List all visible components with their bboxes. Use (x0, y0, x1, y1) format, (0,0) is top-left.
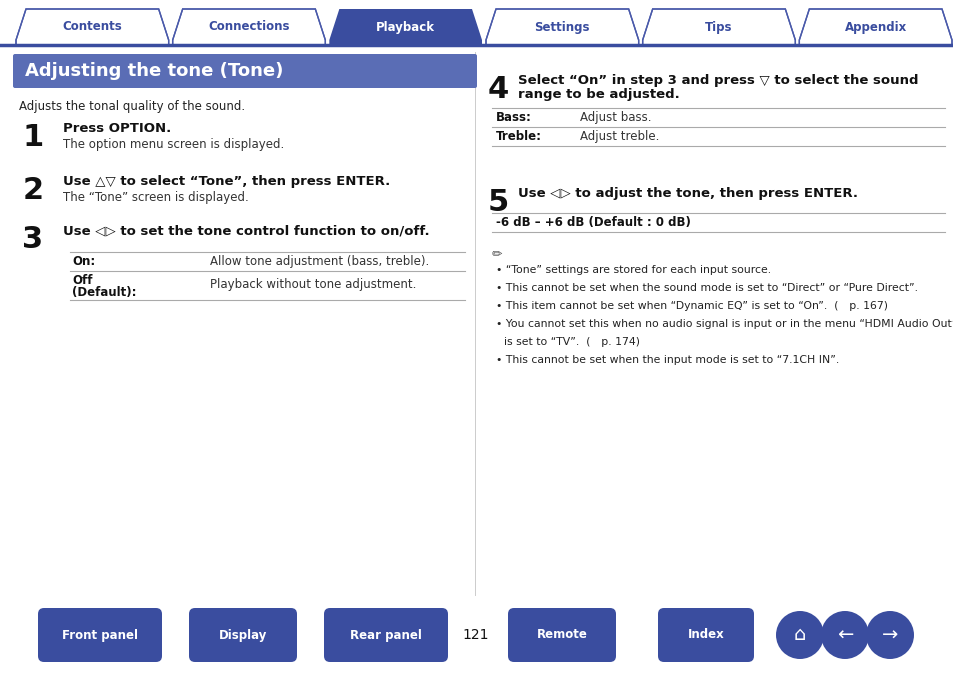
Text: 121: 121 (462, 628, 489, 642)
Text: 2: 2 (23, 176, 44, 205)
Text: Adjusts the tonal quality of the sound.: Adjusts the tonal quality of the sound. (19, 100, 245, 113)
Text: -6 dB – +6 dB (Default : 0 dB): -6 dB – +6 dB (Default : 0 dB) (496, 216, 690, 229)
Text: Display: Display (218, 629, 267, 641)
Polygon shape (172, 9, 325, 45)
Text: The option menu screen is displayed.: The option menu screen is displayed. (63, 138, 284, 151)
Text: On:: On: (71, 255, 95, 268)
Circle shape (865, 611, 913, 659)
Text: →: → (881, 625, 897, 645)
Text: • This cannot be set when the input mode is set to “7.1CH IN”.: • This cannot be set when the input mode… (496, 355, 839, 365)
Text: 3: 3 (23, 225, 44, 254)
Text: Playback without tone adjustment.: Playback without tone adjustment. (210, 278, 416, 291)
FancyBboxPatch shape (507, 608, 616, 662)
Text: • You cannot set this when no audio signal is input or in the menu “HDMI Audio O: • You cannot set this when no audio sign… (496, 319, 953, 329)
Text: The “Tone” screen is displayed.: The “Tone” screen is displayed. (63, 191, 249, 204)
Text: 5: 5 (487, 188, 508, 217)
FancyBboxPatch shape (13, 54, 476, 88)
FancyBboxPatch shape (658, 608, 753, 662)
Text: 4: 4 (487, 75, 508, 104)
Text: range to be adjusted.: range to be adjusted. (517, 88, 679, 101)
Text: Select “On” in step 3 and press ▽ to select the sound: Select “On” in step 3 and press ▽ to sel… (517, 74, 918, 87)
Text: Playback: Playback (375, 20, 435, 34)
Text: Index: Index (687, 629, 723, 641)
Polygon shape (329, 9, 481, 45)
Text: Connections: Connections (208, 20, 290, 34)
Text: Allow tone adjustment (bass, treble).: Allow tone adjustment (bass, treble). (210, 255, 429, 268)
Text: Remote: Remote (536, 629, 587, 641)
Polygon shape (642, 9, 795, 45)
Text: Adjusting the tone (Tone): Adjusting the tone (Tone) (25, 62, 283, 80)
Polygon shape (16, 9, 169, 45)
Text: Use ◁▷ to set the tone control function to on/off.: Use ◁▷ to set the tone control function … (63, 224, 429, 237)
Polygon shape (799, 9, 951, 45)
Text: • “Tone” settings are stored for each input source.: • “Tone” settings are stored for each in… (496, 265, 770, 275)
Circle shape (821, 611, 868, 659)
Text: Appendix: Appendix (843, 20, 906, 34)
Text: Press OPTION.: Press OPTION. (63, 122, 172, 135)
Text: • This item cannot be set when “Dynamic EQ” is set to “On”.  ( p. 167): • This item cannot be set when “Dynamic … (496, 301, 887, 311)
Text: Adjust bass.: Adjust bass. (579, 111, 651, 124)
Text: Treble:: Treble: (496, 130, 541, 143)
FancyBboxPatch shape (324, 608, 448, 662)
Circle shape (775, 611, 823, 659)
Text: Rear panel: Rear panel (350, 629, 421, 641)
Text: (Default):: (Default): (71, 286, 136, 299)
Text: Adjust treble.: Adjust treble. (579, 130, 659, 143)
Text: Use ◁▷ to adjust the tone, then press ENTER.: Use ◁▷ to adjust the tone, then press EN… (517, 187, 857, 200)
Text: Front panel: Front panel (62, 629, 138, 641)
Text: Use △▽ to select “Tone”, then press ENTER.: Use △▽ to select “Tone”, then press ENTE… (63, 175, 390, 188)
Text: • This cannot be set when the sound mode is set to “Direct” or “Pure Direct”.: • This cannot be set when the sound mode… (496, 283, 917, 293)
Text: Bass:: Bass: (496, 111, 532, 124)
Text: ⌂: ⌂ (793, 625, 805, 645)
Polygon shape (485, 9, 638, 45)
Text: ←: ← (836, 625, 852, 645)
Text: Off: Off (71, 274, 92, 287)
FancyBboxPatch shape (189, 608, 296, 662)
Text: Tips: Tips (704, 20, 732, 34)
Text: Settings: Settings (534, 20, 590, 34)
Text: Contents: Contents (62, 20, 122, 34)
Text: ✏: ✏ (492, 248, 502, 262)
Text: 1: 1 (22, 124, 44, 153)
FancyBboxPatch shape (38, 608, 162, 662)
Text: is set to “TV”.  ( p. 174): is set to “TV”. ( p. 174) (503, 337, 639, 347)
